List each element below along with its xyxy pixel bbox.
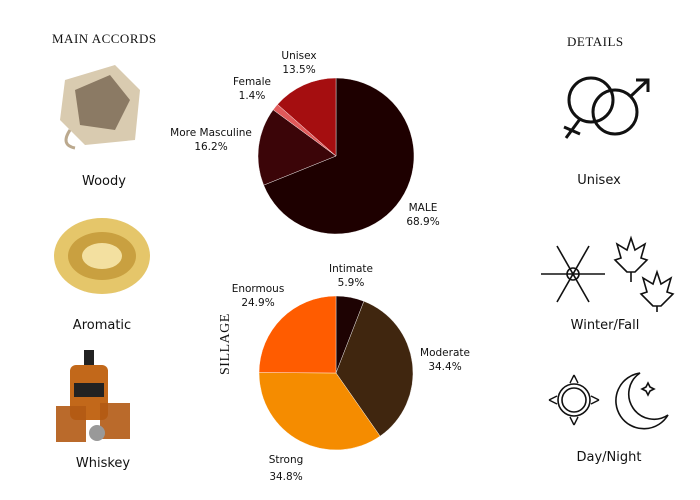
detail-label-day-night: Day/Night: [576, 450, 642, 465]
pie-label-male: MALE 68.9%: [406, 202, 440, 228]
accord-label-woody: Woody: [82, 174, 126, 189]
nest-image: [50, 206, 155, 298]
pie-label-enormous: Enormous 24.9%: [231, 283, 285, 309]
pie-slice-strong: [258, 372, 381, 451]
detail-label-unisex: Unisex: [577, 173, 621, 188]
pie-label-strong: Strong 34.8%: [268, 454, 304, 483]
accord-label-whiskey: Whiskey: [75, 456, 131, 471]
pie-slice-moderate: [335, 300, 414, 437]
gender-pie: [257, 77, 415, 235]
pie-slice-enormous: [258, 295, 337, 374]
pie-label-unisex: Unisex 13.5%: [281, 50, 317, 76]
sun-moon-icon: [540, 365, 670, 439]
pie-label-female: Female 1.4%: [233, 76, 271, 102]
pie-label-more-masculine: More Masculine 16.2%: [170, 127, 252, 153]
whiskey-image: [52, 348, 137, 448]
detail-label-winter-fall: Winter/Fall: [570, 318, 640, 333]
pie-label-moderate: Moderate 34.4%: [420, 347, 470, 373]
pie-slice-unisex: [277, 77, 337, 157]
wood-image: [55, 60, 145, 150]
accord-label-aromatic: Aromatic: [72, 318, 132, 333]
sillage-pie: [258, 295, 414, 451]
snowflake-leaves-icon: [535, 232, 675, 316]
main-accords-heading: MAIN ACCORDS: [52, 31, 157, 46]
pie-slice-more-masculine: [257, 109, 337, 186]
details-heading: DETAILS: [567, 34, 624, 49]
pie-slice-male: [263, 77, 415, 235]
gender-symbols-icon: [558, 72, 658, 151]
sillage-axis-title: SILLAGE: [218, 313, 233, 375]
pie-label-intimate: Intimate 5.9%: [328, 263, 374, 289]
